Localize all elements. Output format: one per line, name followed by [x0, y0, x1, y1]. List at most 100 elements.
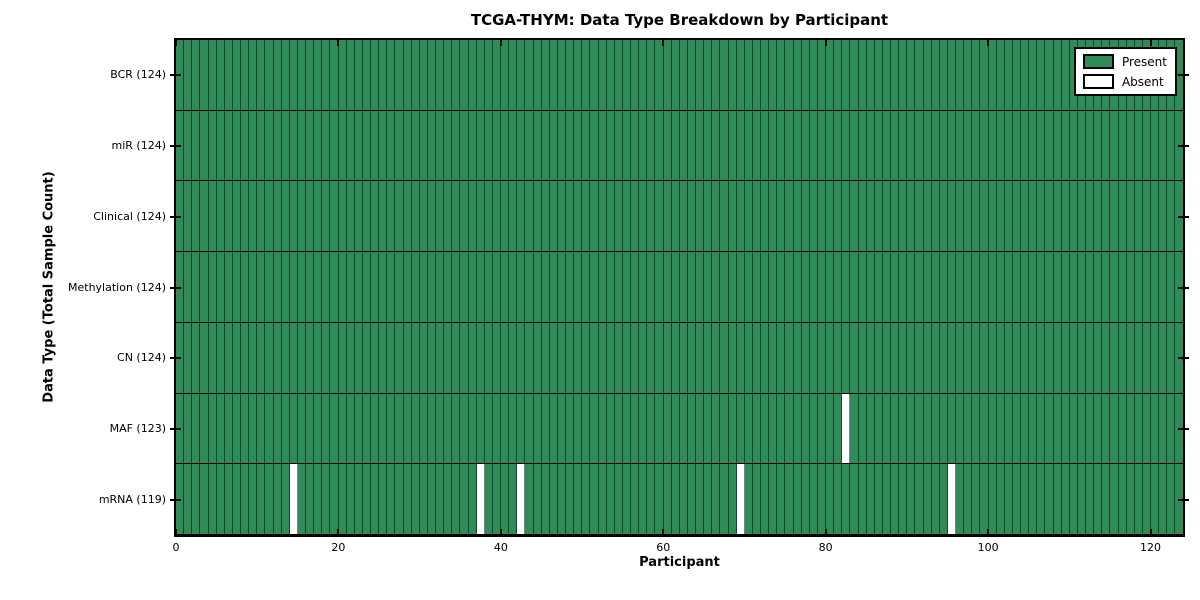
heatmap-cell [362, 322, 371, 393]
heatmap-cell [411, 393, 420, 464]
heatmap-cell [1118, 464, 1127, 535]
heatmap-cell [265, 181, 274, 252]
heatmap-cell [1061, 110, 1070, 181]
heatmap-cell [679, 322, 688, 393]
heatmap-cell [1004, 40, 1013, 110]
heatmap-cell [679, 393, 688, 464]
heatmap-cell [980, 40, 989, 110]
heatmap-cell [492, 110, 501, 181]
heatmap-cell [395, 322, 404, 393]
heatmap-cell [598, 110, 607, 181]
heatmap-cell [785, 322, 794, 393]
heatmap-cell [241, 110, 250, 181]
heatmap-cell [964, 181, 973, 252]
heatmap-cell [1004, 110, 1013, 181]
heatmap-cell [501, 393, 510, 464]
heatmap-row-mrna [176, 464, 1183, 536]
heatmap-cell [403, 252, 412, 322]
heatmap-cell [923, 181, 932, 252]
heatmap-cell [631, 110, 640, 181]
heatmap-cell [801, 252, 810, 322]
heatmap-cell [679, 40, 688, 110]
heatmap-cell [257, 40, 266, 110]
heatmap-cell [460, 252, 469, 322]
heatmap-cell [639, 181, 648, 252]
heatmap-cell [598, 40, 607, 110]
x-tick-label: 40 [493, 541, 508, 554]
heatmap-cell [639, 110, 648, 181]
heatmap-cell [509, 181, 518, 252]
heatmap-cell [257, 181, 266, 252]
heatmap-cell [525, 464, 534, 535]
heatmap-cell [687, 110, 696, 181]
heatmap-cell [696, 393, 705, 464]
heatmap-cell [330, 464, 339, 535]
heatmap-cell [606, 110, 615, 181]
heatmap-cell [939, 40, 948, 110]
heatmap-cell [614, 110, 623, 181]
x-tick-label: 80 [818, 541, 833, 554]
x-tick-label: 20 [331, 541, 346, 554]
heatmap-cell [306, 252, 315, 322]
y-tick-label: Clinical (124) [93, 209, 166, 223]
heatmap-cell [468, 181, 477, 252]
heatmap-cell [541, 393, 550, 464]
heatmap-cell [509, 393, 518, 464]
heatmap-cell [224, 252, 233, 322]
heatmap-cell [696, 181, 705, 252]
heatmap-cell [208, 40, 217, 110]
heatmap-cell [606, 181, 615, 252]
heatmap-cell [460, 393, 469, 464]
heatmap-cell [655, 40, 664, 110]
heatmap-cell [744, 40, 753, 110]
heatmap-cell [687, 464, 696, 535]
heatmap-cell [1053, 393, 1062, 464]
heatmap-cell [1142, 464, 1151, 535]
heatmap-cell [297, 110, 306, 181]
heatmap-cell [761, 464, 770, 535]
heatmap-cell [996, 393, 1005, 464]
heatmap-cell [663, 40, 672, 110]
heatmap-cell [1094, 464, 1103, 535]
heatmap-cell [923, 393, 932, 464]
heatmap-cell [330, 252, 339, 322]
heatmap-cell [752, 181, 761, 252]
heatmap-cell [444, 322, 453, 393]
heatmap-cell [249, 322, 258, 393]
heatmap-cell [712, 252, 721, 322]
heatmap-cell [972, 393, 981, 464]
heatmap-cell [330, 322, 339, 393]
heatmap-cell [314, 393, 323, 464]
x-tick-label: 120 [1140, 541, 1162, 554]
heatmap-cell [647, 464, 656, 535]
heatmap-cell [639, 252, 648, 322]
heatmap-cell [793, 393, 802, 464]
heatmap-cell [972, 40, 981, 110]
heatmap-cell [208, 181, 217, 252]
heatmap-cell [907, 322, 916, 393]
y-tick-mark-left [170, 74, 181, 77]
heatmap-cell [874, 322, 883, 393]
heatmap-cell [403, 181, 412, 252]
heatmap-cell [1061, 181, 1070, 252]
heatmap-cell [964, 322, 973, 393]
heatmap-cell [899, 181, 908, 252]
heatmap-cell [858, 252, 867, 322]
heatmap-cell [671, 110, 680, 181]
heatmap-cell [736, 181, 745, 252]
heatmap-cell [216, 322, 225, 393]
heatmap-cell [1118, 252, 1127, 322]
heatmap-cell [557, 393, 566, 464]
heatmap-cell [509, 110, 518, 181]
heatmap-cell [224, 110, 233, 181]
heatmap-cell [915, 40, 924, 110]
heatmap-cell [444, 181, 453, 252]
heatmap-cell [931, 181, 940, 252]
heatmap-cell [436, 252, 445, 322]
heatmap-cell [582, 252, 591, 322]
heatmap-cell [907, 40, 916, 110]
heatmap-cell [354, 252, 363, 322]
heatmap-cell [1069, 181, 1078, 252]
heatmap-cell [419, 40, 428, 110]
heatmap-cell [460, 110, 469, 181]
